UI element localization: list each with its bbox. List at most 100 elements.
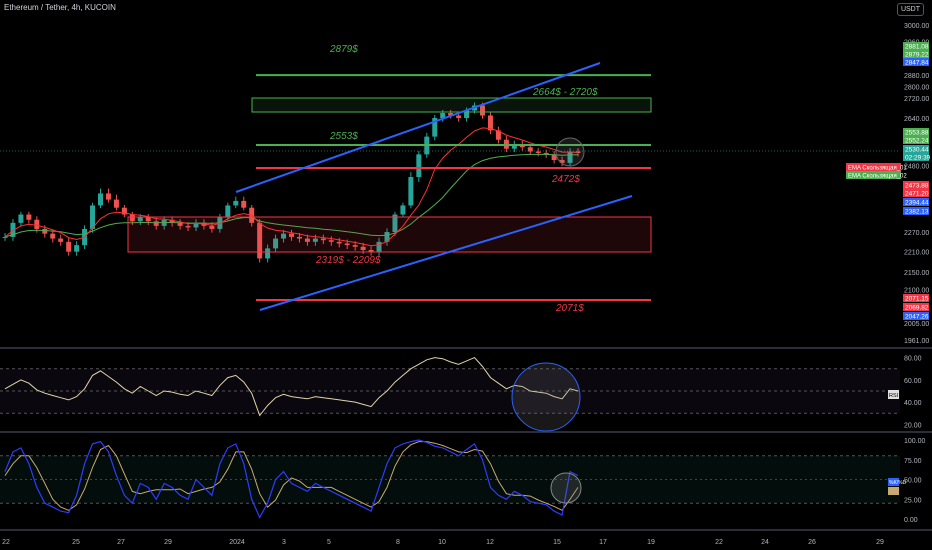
channel-lower-line bbox=[259, 195, 633, 311]
rsi-axis-tick: 20.00 bbox=[904, 422, 922, 429]
stoch-axis-tick: 100.00 bbox=[904, 438, 926, 445]
price-axis-tick: 2640.00 bbox=[904, 116, 929, 123]
candle-body bbox=[368, 250, 374, 252]
candle-body bbox=[448, 113, 454, 116]
rsi-badge-label: RSI bbox=[889, 393, 899, 399]
ema-legend-label: EMA Скользящая_01 bbox=[848, 166, 907, 172]
x-axis-label: 2024 bbox=[229, 539, 245, 546]
price-tag bbox=[903, 312, 929, 320]
candle-body bbox=[66, 241, 72, 252]
price-tag bbox=[903, 189, 929, 197]
x-axis-label: 5 bbox=[327, 539, 331, 546]
candle-body bbox=[336, 241, 342, 244]
candle-body bbox=[480, 105, 485, 116]
candle-body bbox=[26, 214, 32, 220]
x-axis-label: 29 bbox=[876, 539, 884, 546]
stoch-axis-tick: 75.00 bbox=[904, 458, 922, 465]
x-axis-label: 15 bbox=[553, 539, 561, 546]
price-axis-tick: 2720.00 bbox=[904, 96, 929, 103]
price-tag bbox=[903, 145, 929, 153]
level-annotation: 2319$ - 2209$ bbox=[315, 255, 381, 266]
price-tag bbox=[903, 128, 929, 136]
candle-body bbox=[400, 205, 406, 215]
symbol-title[interactable]: Ethereum / Tether, 4h, KUCOIN bbox=[4, 3, 116, 12]
candle-body bbox=[535, 151, 541, 153]
rsi-axis-tick: 40.00 bbox=[904, 400, 922, 407]
candle-body bbox=[233, 200, 239, 206]
candle-body bbox=[18, 214, 24, 223]
x-axis-label: 10 bbox=[438, 539, 446, 546]
stoch-k-badge bbox=[888, 478, 899, 486]
candle-body bbox=[281, 233, 287, 239]
candle-body bbox=[304, 238, 310, 242]
price-axis-tick: 2210.00 bbox=[904, 250, 929, 257]
rsi-axis-tick: 60.00 bbox=[904, 378, 922, 385]
candle-body bbox=[241, 200, 247, 208]
candle-body bbox=[265, 248, 271, 259]
candle-body bbox=[296, 236, 302, 239]
x-axis-label: 19 bbox=[647, 539, 655, 546]
level-annotation: 2553$ bbox=[329, 131, 358, 142]
candle-body bbox=[90, 205, 96, 229]
ema-legend-tag bbox=[846, 163, 901, 171]
candle-body bbox=[42, 228, 48, 234]
candle-body bbox=[209, 225, 215, 229]
price-tag bbox=[903, 207, 929, 215]
candle-body bbox=[50, 233, 56, 239]
candle-body bbox=[121, 207, 127, 215]
candle-body bbox=[352, 245, 358, 247]
candle-body bbox=[2, 236, 8, 238]
price-tag-label: 2471.20 bbox=[905, 191, 929, 198]
price-axis-tick: 2005.00 bbox=[904, 321, 929, 328]
candle-body bbox=[551, 154, 557, 161]
stoch-axis-tick: 50.00 bbox=[904, 478, 922, 485]
price-tag bbox=[903, 303, 929, 311]
candle-body bbox=[225, 205, 231, 217]
zone-box bbox=[251, 97, 652, 113]
x-axis-label: 22 bbox=[715, 539, 723, 546]
candle-body bbox=[74, 245, 80, 252]
channel-upper-line bbox=[235, 62, 601, 193]
candle-body bbox=[105, 193, 111, 200]
price-tag-label: 2879.22 bbox=[905, 52, 929, 59]
price-tag bbox=[903, 153, 929, 161]
price-tag-label: 2394.44 bbox=[905, 200, 929, 207]
candle-body bbox=[289, 233, 294, 237]
price-tag-label: 2847.84 bbox=[905, 60, 929, 67]
x-axis-label: 24 bbox=[761, 539, 769, 546]
rsi-badge bbox=[888, 390, 899, 399]
candle-body bbox=[432, 118, 438, 137]
stoch-k-line bbox=[4, 439, 579, 519]
candle-body bbox=[312, 238, 318, 242]
x-axis-label: 17 bbox=[599, 539, 607, 546]
x-axis-label: 27 bbox=[117, 539, 125, 546]
stoch-axis-tick: 0.00 bbox=[904, 517, 918, 524]
price-tag-label: 2071.15 bbox=[905, 296, 929, 303]
candle-body bbox=[360, 246, 366, 251]
level-annotation: 2879$ bbox=[329, 44, 358, 55]
candle-body bbox=[328, 240, 334, 242]
stoch-circle-marker bbox=[550, 472, 582, 504]
candle-body bbox=[464, 110, 470, 118]
stoch-axis-tick: 25.00 bbox=[904, 497, 922, 504]
candle-body bbox=[34, 219, 40, 229]
candle-body bbox=[392, 214, 398, 232]
price-tag-label: 2473.88 bbox=[905, 183, 929, 190]
currency-badge[interactable]: USDT bbox=[896, 3, 924, 16]
candle-body bbox=[559, 160, 565, 163]
candle-body bbox=[416, 154, 422, 178]
x-axis-label: 25 bbox=[72, 539, 80, 546]
price-tag-label: 2552.24 bbox=[905, 138, 929, 145]
x-axis-label: 3 bbox=[282, 539, 286, 546]
candle-body bbox=[440, 113, 446, 118]
candle-body bbox=[185, 225, 191, 228]
price-tag bbox=[903, 198, 929, 206]
price-axis-tick: 1961.00 bbox=[904, 338, 929, 345]
x-axis-label: 8 bbox=[396, 539, 400, 546]
price-tag bbox=[903, 58, 929, 66]
candle-body bbox=[98, 193, 103, 206]
candle-body bbox=[487, 115, 493, 131]
price-tag-label: 2530.44 bbox=[905, 147, 929, 154]
